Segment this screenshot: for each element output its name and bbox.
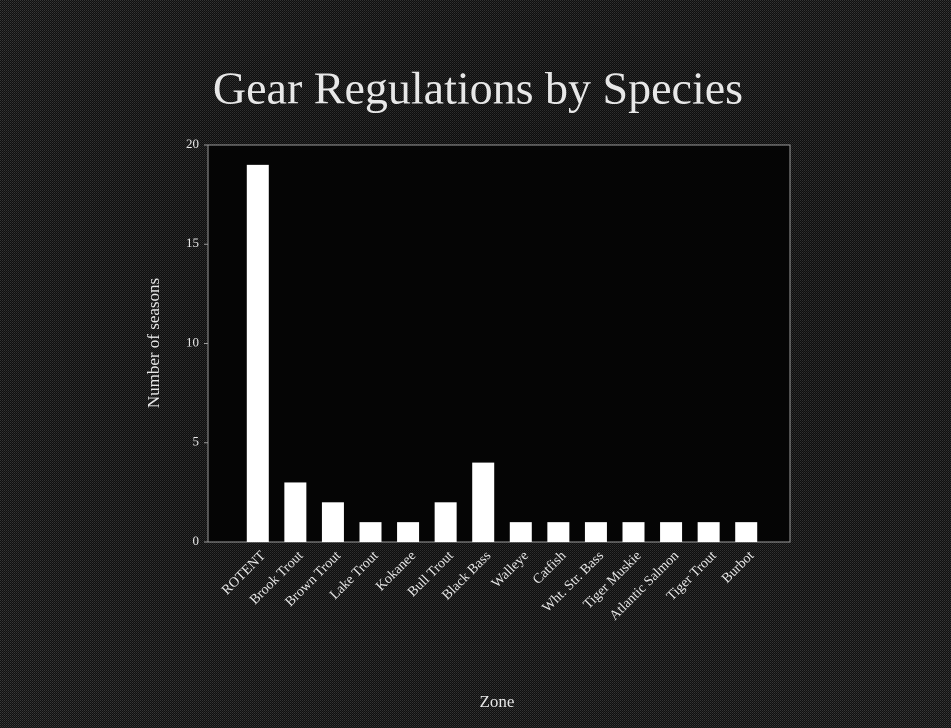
bar (584, 522, 607, 542)
bar (321, 502, 344, 542)
bar (697, 522, 720, 542)
chart-title: Gear Regulations by Species (213, 63, 743, 114)
y-tick-label: 0 (193, 533, 200, 548)
y-tick-label: 15 (186, 235, 199, 250)
y-tick-label: 20 (186, 136, 199, 151)
x-axis-label: Zone (480, 692, 515, 711)
bar (284, 482, 307, 542)
bar (434, 502, 457, 542)
bar (397, 522, 420, 542)
plot-area (207, 144, 791, 543)
y-tick-label: 10 (186, 334, 199, 349)
bar (246, 164, 269, 542)
bar (622, 522, 645, 542)
bar (660, 522, 683, 542)
bar (547, 522, 570, 542)
bar (359, 522, 382, 542)
y-tick-label: 5 (193, 434, 200, 449)
bar (472, 462, 495, 542)
bar (509, 522, 532, 542)
bar (735, 522, 758, 542)
y-axis-label: Number of seasons (144, 278, 163, 408)
